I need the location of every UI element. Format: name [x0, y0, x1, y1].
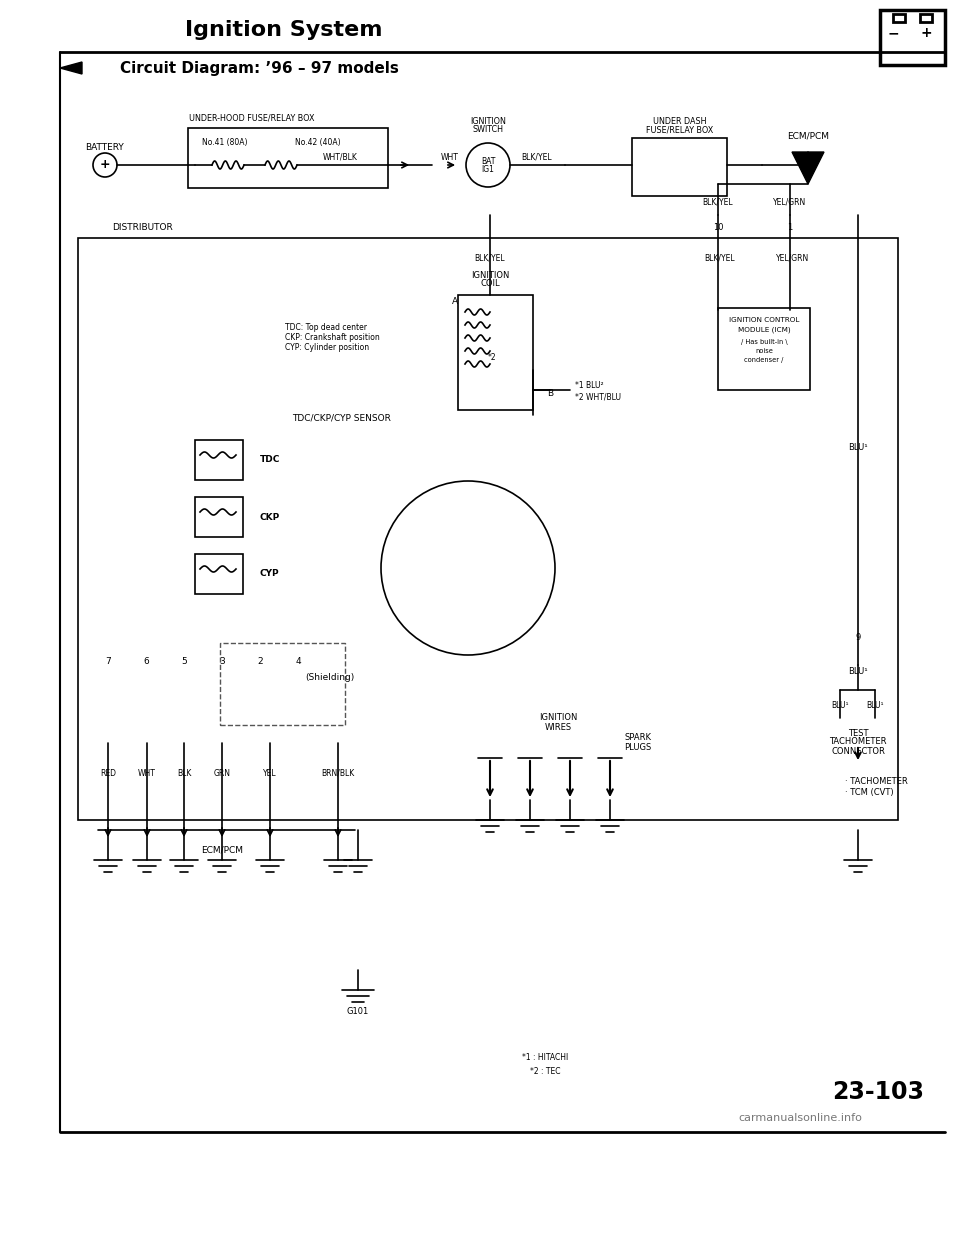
Bar — [893, 14, 905, 22]
Text: *2 WHT/BLU: *2 WHT/BLU — [575, 392, 621, 401]
Text: / Has built-in \: / Has built-in \ — [741, 339, 787, 345]
Text: YEL/GRN: YEL/GRN — [777, 253, 809, 262]
Text: CKP: Crankshaft position: CKP: Crankshaft position — [285, 334, 380, 343]
Text: 3: 3 — [219, 657, 225, 667]
Text: · TACHOMETER: · TACHOMETER — [845, 777, 908, 786]
Text: CYP: Cylinder position: CYP: Cylinder position — [285, 344, 370, 353]
Text: UNDER-HOOD FUSE/RELAY BOX: UNDER-HOOD FUSE/RELAY BOX — [189, 113, 315, 123]
Text: IGNITION CONTROL: IGNITION CONTROL — [729, 317, 799, 323]
Text: GRN: GRN — [213, 769, 230, 777]
Bar — [458, 296, 533, 410]
Text: BLK/YEL: BLK/YEL — [703, 197, 733, 206]
Text: 6: 6 — [143, 657, 149, 667]
Text: *2 : TEC: *2 : TEC — [530, 1067, 561, 1076]
Text: (Shielding): (Shielding) — [305, 673, 354, 683]
Text: *2: *2 — [488, 354, 496, 363]
Text: BLU¹: BLU¹ — [831, 700, 849, 709]
Text: MODULE (ICM): MODULE (ICM) — [737, 327, 790, 333]
Text: A: A — [452, 298, 458, 307]
Text: WHT: WHT — [138, 769, 156, 777]
Text: UNDER DASH: UNDER DASH — [653, 118, 707, 127]
Text: carmanualsonline.info: carmanualsonline.info — [738, 1113, 862, 1123]
Text: BLU¹: BLU¹ — [849, 443, 868, 452]
Bar — [718, 308, 810, 390]
Text: ECM/PCM: ECM/PCM — [787, 132, 829, 140]
Bar — [195, 554, 243, 594]
Text: condenser /: condenser / — [744, 356, 783, 363]
Text: SPARK: SPARK — [625, 734, 652, 743]
Text: 9: 9 — [855, 633, 860, 642]
Text: CYP: CYP — [260, 570, 279, 579]
Text: IGNITION: IGNITION — [470, 118, 506, 127]
Text: BLK/YEL: BLK/YEL — [521, 153, 552, 161]
Text: TDC/CKP/CYP SENSOR: TDC/CKP/CYP SENSOR — [292, 414, 391, 422]
Text: 5: 5 — [181, 657, 187, 667]
Text: BLU¹: BLU¹ — [866, 700, 884, 709]
Text: +: + — [100, 159, 110, 171]
Text: BLU¹: BLU¹ — [849, 667, 868, 677]
Text: BLK/YEL: BLK/YEL — [705, 253, 735, 262]
Text: 4: 4 — [295, 657, 300, 667]
Polygon shape — [792, 152, 824, 184]
Text: COIL: COIL — [480, 279, 500, 288]
Bar — [880, 10, 945, 65]
Text: 7: 7 — [106, 657, 110, 667]
Text: BAT: BAT — [481, 156, 495, 165]
Text: WIRES: WIRES — [544, 724, 571, 733]
Bar — [632, 138, 727, 196]
Bar — [195, 497, 243, 537]
Text: WHT: WHT — [441, 153, 459, 161]
Text: FUSE/RELAY BOX: FUSE/RELAY BOX — [646, 125, 713, 134]
Bar — [188, 128, 388, 188]
Text: PLUGS: PLUGS — [624, 744, 652, 753]
Text: *1 : HITACHI: *1 : HITACHI — [522, 1053, 568, 1062]
Text: BATTERY: BATTERY — [85, 144, 125, 153]
Text: TDC: Top dead center: TDC: Top dead center — [285, 323, 367, 333]
Text: TDC: TDC — [260, 456, 280, 465]
Text: 23-103: 23-103 — [832, 1081, 924, 1104]
Text: YEL/GRN: YEL/GRN — [774, 197, 806, 206]
Text: ECM/PCM: ECM/PCM — [201, 846, 243, 854]
Text: No.41 (80A): No.41 (80A) — [203, 139, 248, 148]
Text: Ignition System: Ignition System — [185, 20, 382, 40]
Bar — [78, 238, 898, 820]
Text: CKP: CKP — [260, 513, 280, 522]
Text: Circuit Diagram: ’96 – 97 models: Circuit Diagram: ’96 – 97 models — [120, 61, 398, 76]
Bar — [920, 14, 932, 22]
Text: 10: 10 — [712, 224, 723, 232]
Text: YEL: YEL — [263, 769, 276, 777]
Text: · TCM (CVT): · TCM (CVT) — [845, 787, 894, 796]
Text: TEST: TEST — [848, 729, 868, 738]
Text: DISTRIBUTOR: DISTRIBUTOR — [112, 224, 173, 232]
Text: RED: RED — [100, 769, 116, 777]
Text: CONNECTOR: CONNECTOR — [831, 746, 885, 755]
Text: BLK: BLK — [177, 769, 191, 777]
Text: BRN/BLK: BRN/BLK — [322, 769, 354, 777]
Text: 1: 1 — [787, 224, 793, 232]
Text: BLK/YEL: BLK/YEL — [474, 253, 505, 262]
Text: SWITCH: SWITCH — [472, 125, 503, 134]
Text: noise: noise — [756, 348, 773, 354]
Text: IGNITION: IGNITION — [539, 713, 577, 723]
Text: −: − — [888, 26, 900, 40]
Text: IGNITION: IGNITION — [470, 272, 509, 281]
Text: 2: 2 — [257, 657, 263, 667]
Text: WHT/BLK: WHT/BLK — [323, 153, 357, 161]
Text: G101: G101 — [347, 1007, 370, 1016]
Polygon shape — [60, 62, 82, 75]
Text: No.42 (40A): No.42 (40A) — [295, 139, 341, 148]
Text: B: B — [547, 389, 553, 397]
Text: IG1: IG1 — [482, 165, 494, 174]
Text: *1 BLU²: *1 BLU² — [575, 380, 604, 390]
Bar — [195, 440, 243, 479]
Bar — [220, 643, 345, 725]
Text: +: + — [921, 26, 932, 40]
Text: TACHOMETER: TACHOMETER — [829, 738, 887, 746]
